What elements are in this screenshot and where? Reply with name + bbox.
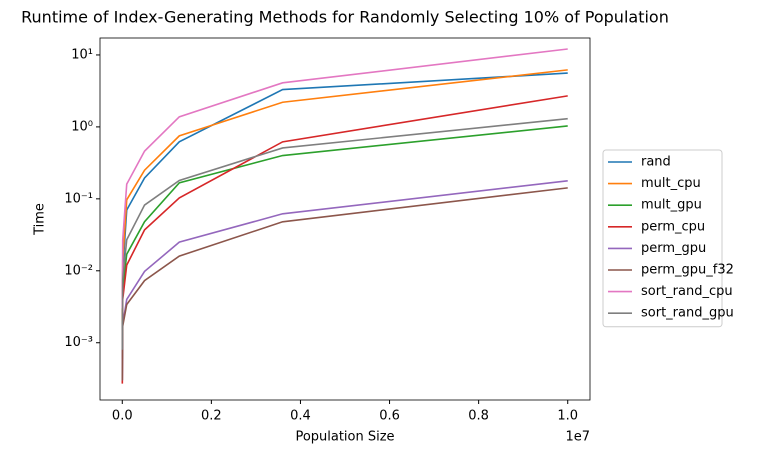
- x-axis-label: Population Size: [295, 430, 394, 445]
- legend-label: perm_cpu: [641, 219, 705, 234]
- series-line: [121, 180, 568, 381]
- x-tick-label: 0.4: [290, 409, 311, 424]
- legend-box: [602, 149, 723, 328]
- legend-label: sort_rand_cpu: [641, 284, 733, 299]
- series-line: [121, 48, 568, 309]
- y-tick-label: 10⁰: [71, 119, 93, 134]
- y-axis-label: Time: [33, 203, 48, 236]
- chart-title: Runtime of Index-Generating Methods for …: [21, 8, 669, 27]
- series-line: [121, 72, 568, 331]
- legend-label: rand: [641, 155, 671, 170]
- x-tick-label: 0.6: [379, 409, 400, 424]
- series-line: [121, 187, 568, 381]
- y-tick-label: 10⁻¹: [64, 191, 93, 206]
- y-tick-label: 10¹: [71, 47, 93, 62]
- x-tick-label: 0.0: [112, 409, 133, 424]
- y-tick-label: 10⁻²: [64, 263, 93, 278]
- legend-label: mult_gpu: [641, 198, 702, 213]
- series-line: [121, 125, 568, 359]
- x-tick-label: 0.8: [468, 409, 489, 424]
- legend-label: perm_gpu: [641, 241, 706, 256]
- plot-frame: [99, 37, 591, 401]
- y-tick-label: 10⁻³: [64, 335, 93, 350]
- x-tick-label: 0.2: [201, 409, 222, 424]
- x-offset-label: 1e7: [565, 430, 590, 445]
- legend-label: sort_rand_gpu: [641, 306, 734, 321]
- series-line: [121, 117, 568, 350]
- legend-label: mult_cpu: [641, 176, 701, 191]
- legend-label: perm_gpu_f32: [641, 263, 734, 278]
- x-tick-label: 1.0: [557, 409, 578, 424]
